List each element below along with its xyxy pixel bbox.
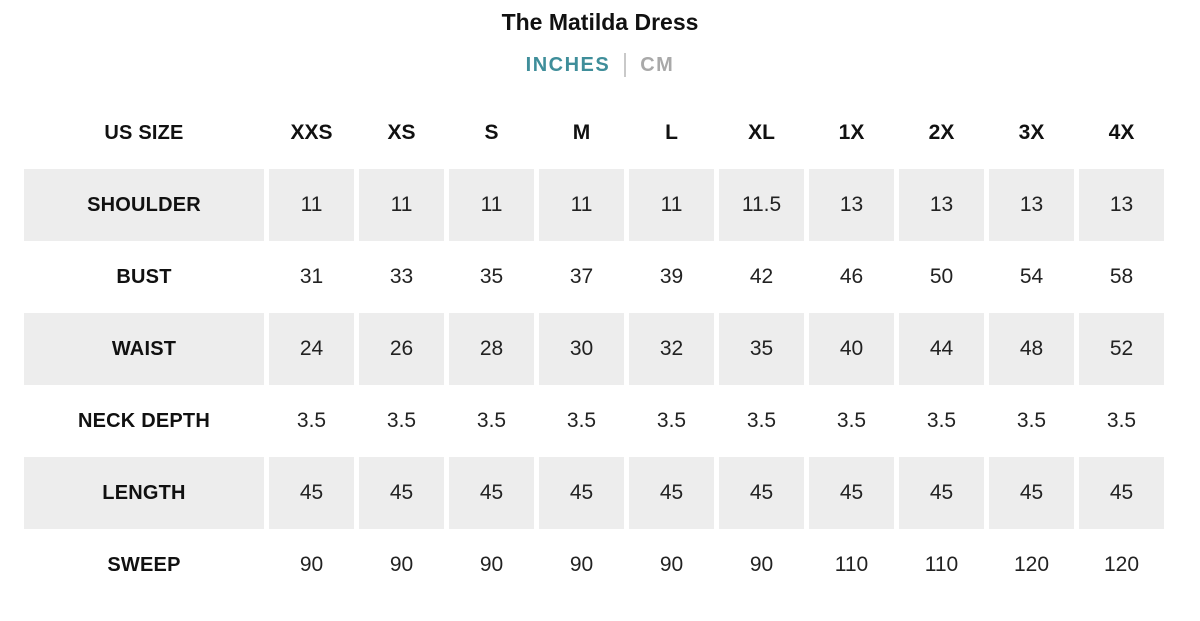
row-label-bust: BUST bbox=[116, 265, 172, 288]
table-cell: 45 bbox=[539, 457, 624, 529]
table-cell: 11 bbox=[449, 169, 534, 241]
unit-toggle-cm[interactable]: CM bbox=[640, 53, 675, 76]
table-row-sweep: SWEEP 90 90 90 90 90 90 110 110 120 120 bbox=[24, 529, 1164, 601]
table-cell: 28 bbox=[449, 313, 534, 385]
table-cell: 24 bbox=[269, 313, 354, 385]
column-header-xs: XS bbox=[387, 121, 416, 144]
unit-toggle-inches[interactable]: INCHES bbox=[525, 53, 611, 76]
table-cell: 58 bbox=[1109, 265, 1134, 288]
table-cell: 90 bbox=[749, 553, 774, 576]
row-label-shoulder: SHOULDER bbox=[24, 169, 264, 241]
size-chart-table: US SIZE XXS XS S M L XL 1X 2X 3X 4X SHOU… bbox=[24, 97, 1164, 601]
table-cell: 45 bbox=[359, 457, 444, 529]
column-header-xxs: XXS bbox=[290, 121, 333, 144]
column-header-us-size: US SIZE bbox=[104, 121, 184, 144]
size-chart-title: The Matilda Dress bbox=[501, 9, 699, 35]
table-cell: 3.5 bbox=[386, 409, 417, 432]
table-cell: 11 bbox=[629, 169, 714, 241]
table-cell: 39 bbox=[659, 265, 684, 288]
table-row-bust: BUST 31 33 35 37 39 42 46 50 54 58 bbox=[24, 241, 1164, 313]
table-cell: 50 bbox=[929, 265, 954, 288]
table-cell: 31 bbox=[299, 265, 324, 288]
table-cell: 40 bbox=[809, 313, 894, 385]
table-cell: 3.5 bbox=[926, 409, 957, 432]
table-cell: 110 bbox=[924, 553, 959, 576]
table-cell: 45 bbox=[989, 457, 1074, 529]
table-cell: 46 bbox=[839, 265, 864, 288]
column-header-3x: 3X bbox=[1018, 121, 1045, 144]
table-cell: 45 bbox=[449, 457, 534, 529]
table-cell: 45 bbox=[719, 457, 804, 529]
table-cell: 3.5 bbox=[1016, 409, 1047, 432]
table-cell: 90 bbox=[479, 553, 504, 576]
table-row-length: LENGTH 45 45 45 45 45 45 45 45 45 45 bbox=[24, 457, 1164, 529]
table-header-row: US SIZE XXS XS S M L XL 1X 2X 3X 4X bbox=[24, 97, 1164, 169]
table-cell: 11 bbox=[269, 169, 354, 241]
column-header-m: M bbox=[572, 121, 591, 144]
table-row-shoulder: SHOULDER 11 11 11 11 11 11.5 13 13 13 13 bbox=[24, 169, 1164, 241]
table-cell: 110 bbox=[834, 553, 869, 576]
row-label-sweep: SWEEP bbox=[107, 553, 181, 576]
table-cell: 3.5 bbox=[566, 409, 597, 432]
table-cell: 3.5 bbox=[296, 409, 327, 432]
table-cell: 120 bbox=[1013, 553, 1050, 576]
table-cell: 45 bbox=[269, 457, 354, 529]
table-cell: 32 bbox=[629, 313, 714, 385]
table-cell: 90 bbox=[569, 553, 594, 576]
table-cell: 90 bbox=[389, 553, 414, 576]
table-cell: 45 bbox=[629, 457, 714, 529]
table-cell: 11 bbox=[539, 169, 624, 241]
table-cell: 3.5 bbox=[656, 409, 687, 432]
table-cell: 13 bbox=[989, 169, 1074, 241]
table-cell: 120 bbox=[1103, 553, 1140, 576]
column-header-s: S bbox=[484, 121, 499, 144]
column-header-1x: 1X bbox=[838, 121, 865, 144]
table-cell: 35 bbox=[719, 313, 804, 385]
table-cell: 45 bbox=[899, 457, 984, 529]
table-cell: 90 bbox=[299, 553, 324, 576]
table-cell: 30 bbox=[539, 313, 624, 385]
table-cell: 42 bbox=[749, 265, 774, 288]
row-label-waist: WAIST bbox=[24, 313, 264, 385]
table-cell: 3.5 bbox=[746, 409, 777, 432]
table-row-neck-depth: NECK DEPTH 3.5 3.5 3.5 3.5 3.5 3.5 3.5 3… bbox=[24, 385, 1164, 457]
table-cell: 45 bbox=[809, 457, 894, 529]
table-cell: 33 bbox=[389, 265, 414, 288]
table-cell: 90 bbox=[659, 553, 684, 576]
table-cell: 3.5 bbox=[836, 409, 867, 432]
table-cell: 13 bbox=[809, 169, 894, 241]
table-cell: 11.5 bbox=[719, 169, 804, 241]
column-header-xl: XL bbox=[748, 121, 775, 144]
unit-toggle: INCHES CM bbox=[0, 51, 1200, 79]
toggle-divider bbox=[624, 53, 627, 77]
table-cell: 3.5 bbox=[1106, 409, 1137, 432]
table-cell: 48 bbox=[989, 313, 1074, 385]
table-cell: 54 bbox=[1019, 265, 1044, 288]
column-header-l: L bbox=[665, 121, 678, 144]
table-cell: 13 bbox=[899, 169, 984, 241]
table-cell: 3.5 bbox=[476, 409, 507, 432]
table-cell: 35 bbox=[479, 265, 504, 288]
column-header-2x: 2X bbox=[928, 121, 955, 144]
table-cell: 52 bbox=[1079, 313, 1164, 385]
column-header-4x: 4X bbox=[1108, 121, 1135, 144]
table-cell: 44 bbox=[899, 313, 984, 385]
table-cell: 45 bbox=[1079, 457, 1164, 529]
table-cell: 37 bbox=[569, 265, 594, 288]
table-cell: 11 bbox=[359, 169, 444, 241]
table-cell: 13 bbox=[1079, 169, 1164, 241]
row-label-length: LENGTH bbox=[24, 457, 264, 529]
table-row-waist: WAIST 24 26 28 30 32 35 40 44 48 52 bbox=[24, 313, 1164, 385]
row-label-neck-depth: NECK DEPTH bbox=[77, 409, 210, 432]
table-cell: 26 bbox=[359, 313, 444, 385]
